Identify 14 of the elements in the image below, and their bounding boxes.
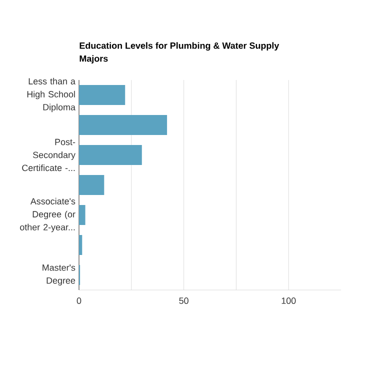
x-tick-label: 100	[282, 298, 296, 304]
x-tick-label: 50	[179, 298, 188, 304]
y-tick-label: Associate's Degree (or other 2-year...	[20, 198, 76, 232]
bar	[79, 145, 142, 166]
bar	[79, 235, 82, 256]
y-tick-label: Less than a High School Diploma	[27, 78, 76, 112]
x-tick-label: 0	[76, 298, 82, 304]
chart-title: Education Levels for Plumbing & Water Supply Majors	[80, 42, 280, 64]
bar	[79, 175, 104, 196]
bar	[79, 205, 86, 226]
y-tick-label: Master's Degree	[42, 264, 76, 286]
bar	[79, 85, 126, 106]
bar	[79, 115, 168, 136]
y-tick-label: Post-Secondary Certificate -...	[22, 138, 76, 172]
